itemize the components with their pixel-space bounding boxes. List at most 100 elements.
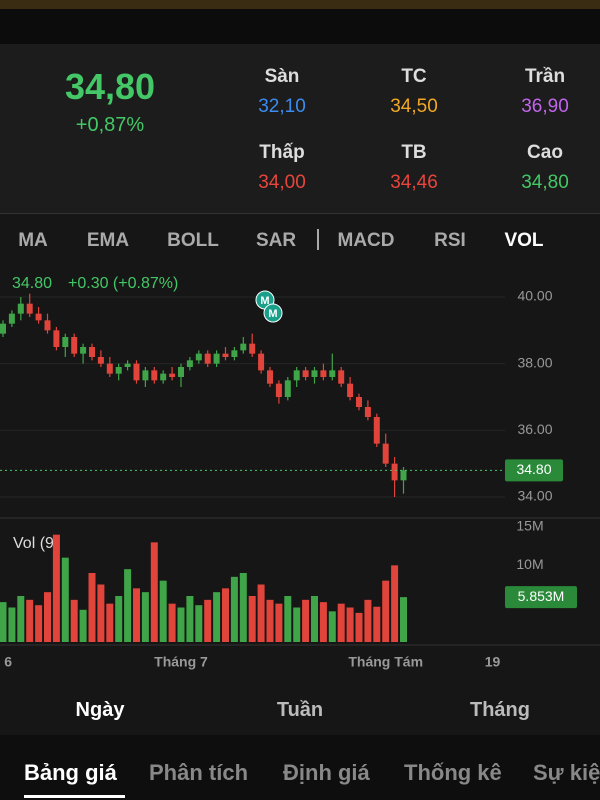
candle-body (258, 353, 265, 371)
volume-bar (195, 605, 203, 642)
candle-body (249, 343, 256, 354)
nav-tab[interactable]: Định giá (283, 760, 370, 785)
top-bar (0, 9, 600, 44)
indicator-tab[interactable]: SAR (255, 230, 297, 251)
volume-bar (257, 584, 265, 642)
indicator-tab[interactable]: MA (18, 230, 48, 251)
volume-bar (248, 596, 256, 642)
x-tick-label: 19 (485, 654, 501, 670)
stat-value: 34,50 (390, 96, 438, 117)
candle-body (160, 373, 167, 381)
legend-close: 34.80 (12, 275, 52, 292)
volume-bar (328, 611, 336, 642)
candle-body (293, 370, 300, 381)
candle-body (338, 370, 345, 384)
candle-body (222, 353, 229, 357)
candle-body (311, 370, 318, 377)
volume-bar (364, 599, 372, 642)
candle-body (373, 417, 380, 444)
volume-tick-label: 15M (516, 518, 543, 534)
volume-bar (391, 565, 399, 642)
volume-bar (355, 612, 363, 642)
volume-bar (222, 588, 229, 642)
volume-bar (35, 605, 43, 642)
volume-bar (275, 603, 283, 642)
volume-bar (61, 557, 69, 642)
nav-tab[interactable]: Phân tích (149, 760, 249, 785)
x-tick-label: Tháng Tám (348, 654, 423, 670)
tab-separator (317, 229, 319, 250)
bottom-nav (0, 735, 600, 800)
volume-bar (284, 596, 292, 642)
price-change: +0,87% (75, 114, 145, 136)
volume-bar (0, 602, 7, 642)
stat-value: 32,10 (258, 96, 306, 117)
candle-body (356, 397, 362, 407)
nav-tab[interactable]: Sự kiện (533, 760, 600, 785)
indicator-tab[interactable]: RSI (434, 230, 466, 251)
candle-body (53, 330, 60, 347)
candle-body (267, 370, 273, 384)
volume-bar (88, 573, 96, 642)
volume-bar (373, 606, 381, 642)
volume-bar (141, 592, 149, 642)
candle-body (80, 347, 87, 354)
volume-bar (17, 596, 25, 642)
volume-bar (346, 607, 354, 642)
y-tick-label: 34.00 (517, 488, 552, 504)
indicator-tab[interactable]: VOL (504, 230, 544, 251)
volume-bar (204, 599, 212, 642)
period-tab[interactable]: Tuần (276, 699, 324, 721)
indicator-tab[interactable]: EMA (86, 230, 130, 251)
volume-bar (311, 596, 318, 642)
volume-bar (213, 592, 221, 642)
marker (263, 303, 283, 323)
nav-tab[interactable]: Bảng giá (24, 760, 117, 785)
candle-body (106, 363, 113, 374)
volume-bar (70, 599, 78, 642)
volume-title: Vol (9) (13, 535, 59, 552)
x-tick-label: Tháng 7 (154, 654, 208, 670)
candle-body (320, 370, 327, 377)
candle-body (71, 337, 78, 354)
volume-bar (26, 599, 34, 642)
period-tab[interactable]: Ngày (75, 699, 125, 721)
volume-bar (177, 607, 185, 642)
legend-change: +0.30 (+0.87%) (68, 275, 178, 292)
candle-body (275, 383, 282, 397)
candle-body (347, 383, 354, 397)
period-tab[interactable]: Tháng (470, 699, 530, 721)
volume-bar (168, 603, 176, 642)
candle-body (62, 337, 69, 347)
volume-bar (382, 580, 390, 642)
volume-bar (150, 542, 158, 642)
stat-value: 36,90 (521, 96, 569, 117)
stat-label: Trần (524, 66, 566, 87)
volume-bar (52, 534, 60, 642)
nav-underline (24, 795, 125, 798)
stat-label: Sàn (264, 66, 300, 87)
volume-bar (79, 609, 87, 642)
last-volume-label: 5.853M (518, 588, 565, 604)
candle-body (97, 357, 104, 364)
quote-panel: 34,80 +0,87% (0, 44, 600, 214)
volume-bar (186, 596, 194, 642)
candle-body (142, 370, 149, 381)
indicator-tab[interactable]: MACD (337, 230, 395, 251)
candle-body (44, 320, 51, 331)
volume-bar (8, 607, 16, 642)
volume-bar (230, 576, 238, 642)
volume-bar (319, 602, 327, 642)
volume-bar (302, 599, 310, 642)
y-tick-label: 40.00 (517, 288, 552, 304)
status-strip (0, 0, 600, 9)
volume-bar (337, 603, 345, 642)
candle-body (8, 313, 15, 324)
stat-label: Thấp (259, 142, 305, 163)
volume-bar (159, 580, 167, 642)
marker-label: M (260, 295, 269, 307)
indicator-tab[interactable]: BOLL (167, 230, 219, 251)
nav-tab[interactable]: Thống kê (404, 760, 502, 785)
stat-label: TB (401, 142, 427, 163)
candle-body (151, 370, 158, 381)
